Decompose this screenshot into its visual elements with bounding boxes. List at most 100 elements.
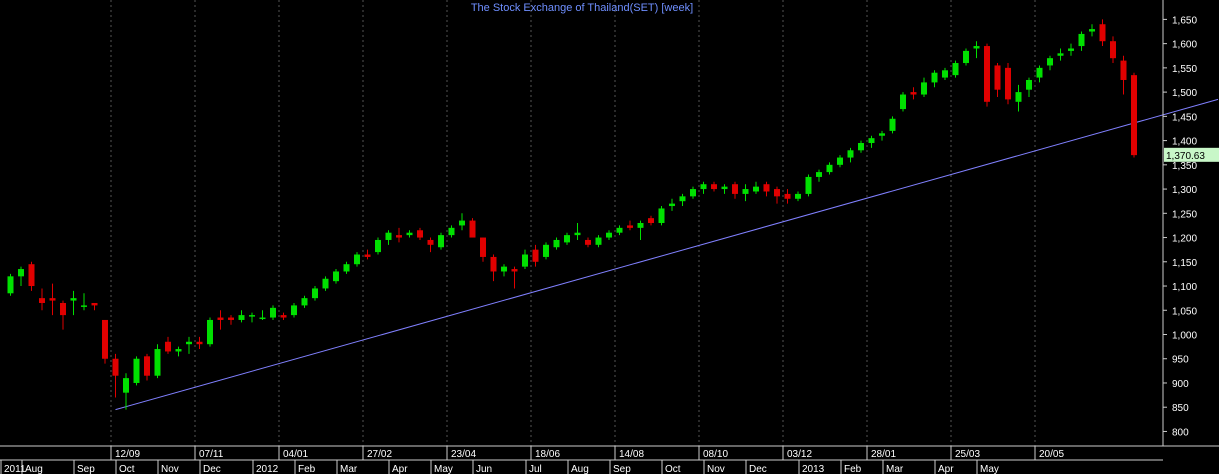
candle-body [711, 184, 717, 190]
x-month-label: Oct [119, 464, 135, 474]
candle-body [763, 184, 770, 192]
candle [112, 353, 119, 398]
candle [1036, 65, 1043, 83]
candle [585, 237, 591, 248]
candle [364, 249, 371, 260]
y-tick-label: 900 [1172, 379, 1189, 390]
candle [973, 41, 980, 59]
candle [648, 215, 654, 226]
candle-body [238, 315, 245, 320]
candle-body [984, 46, 990, 102]
candle [805, 174, 812, 197]
candle [1005, 63, 1011, 105]
trendline [115, 98, 1219, 411]
candle-body [469, 220, 476, 238]
candle [700, 181, 707, 194]
candle [1110, 36, 1116, 64]
candle-body [343, 264, 350, 272]
x-month-label: Jun [476, 464, 492, 474]
candle-body [595, 237, 602, 245]
x-date-label: 03/12 [787, 449, 812, 460]
x-month-label: Feb [844, 464, 862, 474]
candle-body [837, 157, 843, 165]
y-tick-label: 1,550 [1172, 64, 1197, 75]
candle-body [669, 203, 675, 207]
candle-body [721, 186, 728, 190]
candle-body [217, 317, 224, 320]
candle [312, 286, 318, 301]
candle [994, 63, 1001, 97]
candle [595, 235, 602, 248]
candle [385, 230, 392, 245]
candle [91, 302, 98, 311]
candle [39, 288, 45, 311]
candle [900, 92, 906, 112]
x-month-label: Dec [203, 464, 221, 474]
candle-body [795, 193, 801, 199]
candle-body [438, 235, 444, 248]
candle-body [889, 118, 896, 131]
candle [1057, 48, 1064, 61]
candle-body [627, 225, 633, 228]
candle [721, 184, 728, 194]
y-tick-label: 950 [1172, 355, 1189, 366]
candle-body [973, 46, 980, 49]
x-date-label: 20/05 [1039, 449, 1064, 460]
candle [228, 315, 234, 325]
candle [448, 225, 455, 238]
x-month-label: May [434, 464, 453, 474]
x-date-label: 28/01 [871, 449, 896, 460]
candle [469, 218, 476, 238]
candle [354, 252, 360, 267]
x-month-label: Mar [340, 464, 358, 474]
x-date-label: 07/11 [199, 449, 224, 460]
candle [711, 181, 717, 192]
trendline-layer [115, 98, 1219, 411]
candle-body [847, 150, 854, 158]
candle-body [1131, 75, 1137, 156]
candle [952, 60, 959, 78]
candle [679, 193, 686, 207]
candle-body [123, 378, 129, 393]
y-tick-label: 1,200 [1172, 234, 1197, 245]
candle [921, 77, 927, 97]
y-tick-label: 1,000 [1172, 331, 1197, 342]
candle-body [427, 239, 434, 245]
y-tick-label: 1,450 [1172, 112, 1197, 123]
x-month-label: Nov [161, 464, 179, 474]
y-tick-label: 1,400 [1172, 137, 1197, 148]
candle [291, 302, 297, 318]
candle [217, 310, 224, 330]
candle [816, 169, 822, 182]
candle-body [543, 244, 549, 257]
candle-body [322, 278, 329, 289]
candle-body [228, 317, 234, 320]
candle-body [165, 341, 171, 352]
x-month-label: Sep [77, 464, 95, 474]
candle [207, 317, 213, 347]
candle [165, 336, 171, 354]
candle-body [154, 349, 161, 376]
candle-body [364, 254, 371, 257]
candle-body [291, 305, 297, 316]
candle [868, 135, 875, 148]
x-month-label: Nov [707, 464, 725, 474]
candle-body [879, 133, 885, 136]
candle-body [448, 227, 455, 236]
candle-body [102, 319, 108, 359]
candle [81, 293, 87, 311]
candle-body [18, 269, 24, 277]
candle [186, 336, 192, 354]
candle-body [417, 230, 423, 238]
candle [1131, 72, 1137, 158]
candle [123, 373, 129, 410]
candle [553, 237, 560, 250]
candle-body [49, 298, 56, 301]
candle [574, 223, 581, 240]
candle-body [459, 220, 465, 226]
candle-body [1110, 41, 1116, 59]
candle-body [249, 315, 255, 317]
candle [784, 189, 791, 204]
candle-body [553, 239, 560, 248]
candle-body [1015, 92, 1022, 102]
